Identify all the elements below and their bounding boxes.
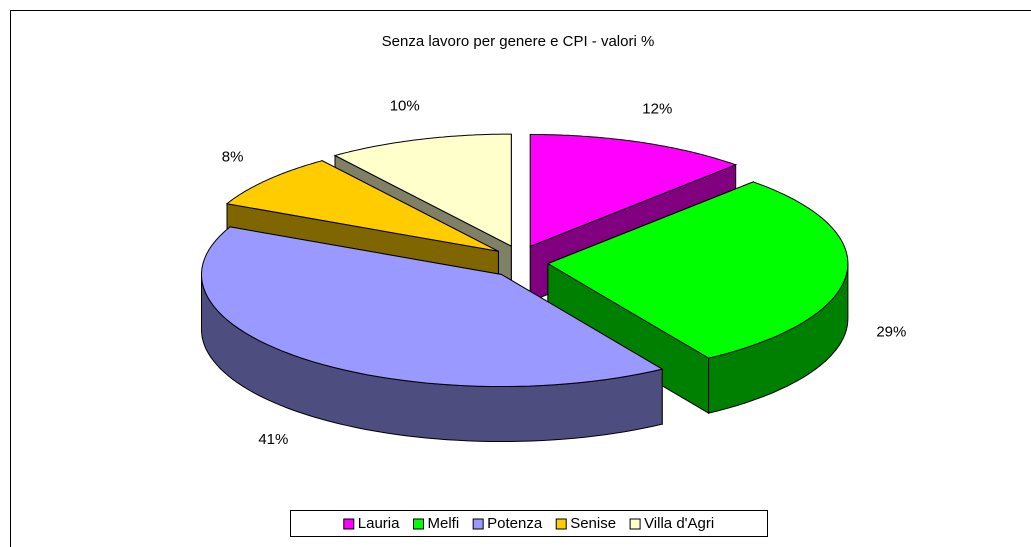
data-label: 8% bbox=[222, 149, 244, 166]
legend-label: Villa d'Agri bbox=[644, 515, 714, 532]
slice bbox=[200, 226, 664, 442]
legend-swatch bbox=[555, 518, 567, 530]
legend-label: Senise bbox=[570, 515, 616, 532]
chart-title: Senza lavoro per genere e CPI - valori % bbox=[382, 33, 655, 50]
slice-top bbox=[333, 133, 512, 247]
legend-swatch bbox=[412, 518, 424, 530]
legend-label: Lauria bbox=[358, 515, 400, 532]
legend-swatch bbox=[472, 518, 484, 530]
data-label: 41% bbox=[258, 431, 288, 448]
data-label: 10% bbox=[390, 97, 420, 114]
slice-top bbox=[225, 160, 499, 252]
data-label: 29% bbox=[876, 323, 906, 340]
legend-swatch bbox=[629, 518, 641, 530]
slice bbox=[546, 181, 849, 414]
slice-top bbox=[529, 133, 738, 248]
slice-top bbox=[546, 181, 849, 359]
data-label: 12% bbox=[642, 101, 672, 118]
slice-top bbox=[200, 226, 664, 387]
legend-box bbox=[290, 510, 768, 537]
legend-swatch bbox=[343, 518, 355, 530]
legend-label: Potenza bbox=[487, 515, 543, 532]
legend-label: Melfi bbox=[427, 515, 459, 532]
pie: 12% 29% 41% 8% 10% bbox=[200, 97, 906, 448]
chart-frame bbox=[10, 10, 1031, 547]
legend: Lauria Melfi Potenza Senise Villa d'Agri bbox=[343, 515, 714, 532]
